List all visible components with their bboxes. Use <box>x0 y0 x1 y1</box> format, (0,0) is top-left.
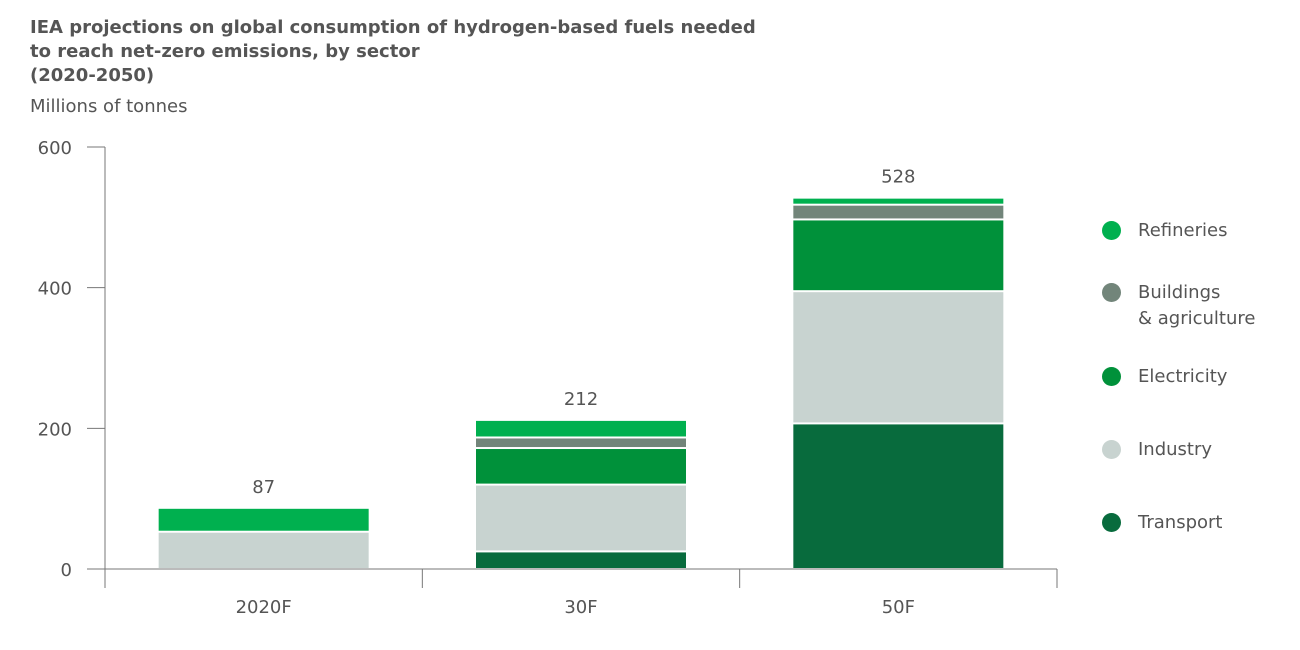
bar-segment-electricity <box>476 449 686 484</box>
x-tick-label: 2020F <box>236 597 292 618</box>
bar-segment-transport <box>793 424 1004 568</box>
bar-segment-buildings-agriculture <box>793 205 1004 219</box>
title-line: to reach net-zero emissions, by sector <box>30 41 420 62</box>
bar-segment-refineries <box>158 508 369 531</box>
bar-segment-industry <box>158 532 369 568</box>
legend-label: Refineries <box>1138 220 1228 241</box>
title-line: (2020-2050) <box>30 65 155 86</box>
title-line: IEA projections on global consumption of… <box>30 17 756 38</box>
y-tick-label: 400 <box>38 279 72 300</box>
total-label: 528 <box>881 167 915 188</box>
legend-item: Buildings & agriculture <box>1102 280 1292 332</box>
y-tick-label: 0 <box>61 560 72 581</box>
bar-segment-electricity <box>793 220 1004 291</box>
bar-segment-industry <box>793 292 1004 423</box>
bar-segment-transport <box>476 552 686 568</box>
y-tick-label: 200 <box>38 419 72 440</box>
x-tick-label: 30F <box>564 597 597 618</box>
y-tick-label: 600 <box>38 138 72 159</box>
legend-swatch-icon <box>1102 221 1121 240</box>
bar-segment-refineries <box>793 198 1004 204</box>
chart-title: IEA projections on global consumption of… <box>30 16 810 88</box>
total-label: 212 <box>564 389 598 410</box>
chart-subtitle: Millions of tonnes <box>30 96 188 117</box>
bar-segment-buildings-agriculture <box>476 438 686 448</box>
legend-item: Electricity <box>1102 364 1292 390</box>
legend-item: Refineries <box>1102 218 1292 244</box>
total-label: 87 <box>252 477 275 498</box>
x-tick-label: 50F <box>882 597 915 618</box>
legend-swatch-icon <box>1102 513 1121 532</box>
legend-item: Transport <box>1102 510 1292 536</box>
legend-item: Industry <box>1102 437 1292 463</box>
legend-label: Buildings & agriculture <box>1138 282 1256 329</box>
legend-label: Transport <box>1138 512 1223 533</box>
legend-label: Electricity <box>1138 366 1228 387</box>
legend-swatch-icon <box>1102 283 1121 302</box>
legend-swatch-icon <box>1102 367 1121 386</box>
legend-label: Industry <box>1138 439 1213 460</box>
bar-segment-industry <box>476 485 686 551</box>
bar-segment-refineries <box>476 420 686 437</box>
legend-swatch-icon <box>1102 440 1121 459</box>
